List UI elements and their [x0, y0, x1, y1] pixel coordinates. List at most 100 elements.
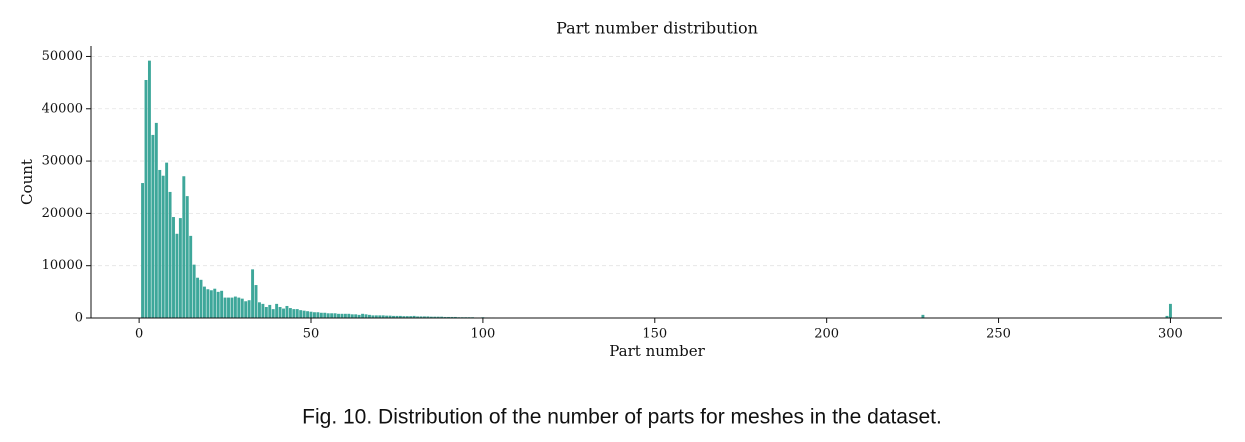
bar	[364, 314, 368, 318]
bar	[165, 162, 169, 318]
bar	[271, 309, 275, 318]
bar	[147, 60, 151, 319]
bar	[185, 196, 189, 318]
bar	[199, 279, 203, 318]
bar	[354, 314, 358, 318]
bar	[347, 313, 351, 318]
bar	[268, 304, 272, 318]
bar	[237, 297, 241, 318]
bar	[309, 311, 313, 318]
bar	[337, 313, 340, 318]
bar	[282, 308, 285, 318]
bar	[192, 264, 196, 318]
bar	[392, 315, 395, 318]
bar	[440, 316, 444, 318]
bar	[223, 297, 227, 318]
bar	[216, 291, 220, 318]
bar	[323, 312, 327, 318]
bar	[144, 80, 148, 318]
bar	[361, 313, 365, 318]
y-tick-label: 50000	[42, 49, 83, 64]
bar	[251, 269, 255, 318]
y-axis-label: Count	[18, 159, 36, 205]
bar	[330, 313, 334, 318]
x-tick-label: 100	[470, 327, 495, 342]
bar	[326, 313, 330, 318]
bar	[172, 217, 175, 318]
bar	[202, 286, 206, 318]
bar	[447, 316, 450, 318]
bar	[350, 314, 354, 318]
y-tick-label: 10000	[42, 258, 83, 273]
bar	[141, 183, 145, 318]
bar	[419, 316, 423, 318]
bar	[398, 315, 402, 318]
bar	[220, 290, 224, 318]
x-tick-label: 0	[135, 327, 143, 342]
bar	[343, 313, 347, 318]
bar	[416, 316, 420, 318]
bar	[388, 315, 392, 318]
bar	[299, 310, 303, 318]
bar	[371, 315, 375, 318]
bar	[921, 314, 925, 318]
bar	[295, 309, 299, 318]
bar	[357, 314, 361, 318]
bar	[278, 307, 282, 318]
bar	[227, 297, 230, 318]
caption: Fig. 10. Distribution of the number of p…	[302, 406, 942, 429]
bar	[209, 290, 213, 318]
y-tick-label: 20000	[42, 206, 83, 221]
chart-title: Part number distribution	[556, 19, 758, 38]
bar	[254, 285, 258, 318]
bar	[161, 175, 165, 318]
bar	[319, 312, 323, 318]
bar	[240, 298, 244, 318]
bar	[422, 316, 426, 318]
bar	[233, 296, 237, 318]
bar	[168, 191, 172, 318]
bar	[1168, 303, 1172, 318]
bar	[206, 289, 210, 318]
bar	[158, 169, 162, 318]
x-tick-label: 200	[814, 327, 839, 342]
y-tick-label: 30000	[42, 154, 83, 169]
bar	[182, 176, 186, 318]
x-tick-label: 250	[986, 327, 1011, 342]
bar	[378, 315, 382, 318]
x-tick-label: 150	[642, 327, 667, 342]
bar	[292, 309, 296, 318]
bar	[189, 235, 193, 318]
bar	[247, 300, 251, 318]
bar	[151, 134, 155, 318]
bar	[302, 310, 306, 318]
bar	[409, 316, 413, 318]
bar	[426, 316, 430, 318]
y-tick-label: 40000	[42, 101, 83, 116]
bar	[264, 307, 268, 318]
bar	[436, 316, 440, 318]
bar	[257, 302, 261, 318]
x-tick-label: 300	[1158, 327, 1183, 342]
bar	[213, 288, 217, 318]
bar	[178, 218, 182, 318]
bar	[395, 315, 399, 318]
bar	[261, 303, 265, 318]
bar	[450, 316, 454, 318]
bar	[154, 122, 158, 319]
bar	[367, 314, 371, 318]
bar	[429, 316, 433, 318]
bar	[402, 316, 406, 318]
bar	[244, 301, 248, 318]
bar	[285, 305, 289, 318]
bar	[230, 297, 234, 318]
bar	[374, 315, 378, 318]
bar	[312, 312, 316, 318]
bar	[412, 315, 416, 318]
bar	[385, 315, 389, 318]
bar	[288, 308, 292, 318]
bar	[333, 313, 337, 318]
bar	[433, 316, 437, 318]
x-axis-label: Part number	[609, 342, 705, 360]
